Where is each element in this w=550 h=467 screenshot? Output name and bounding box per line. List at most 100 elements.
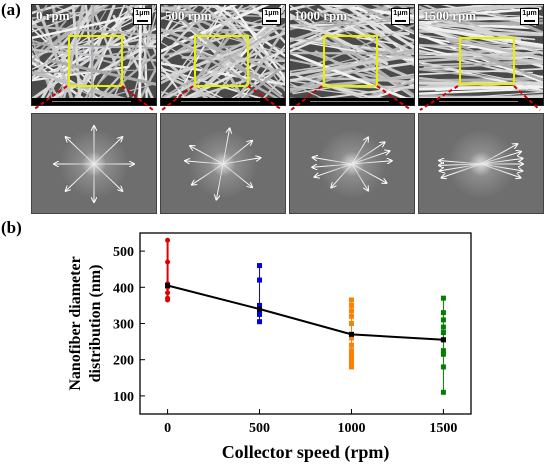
fiber (90, 5, 95, 105)
fiber (161, 27, 285, 76)
fiber (161, 72, 234, 105)
fiber (50, 45, 156, 49)
data-point (440, 330, 446, 336)
sem-info-bar (419, 98, 543, 105)
mean-point (348, 331, 354, 337)
sem-image-0rpm: 0 rpm 1μm (31, 4, 157, 106)
scale-bar: 1μm (133, 8, 152, 25)
fiber (290, 5, 317, 11)
fiber (134, 5, 156, 57)
sem-label: 1000 rpm (294, 8, 348, 23)
fiber (130, 11, 156, 105)
fiber (235, 44, 285, 105)
fiber (161, 6, 285, 31)
fiber (32, 5, 100, 81)
fiber (290, 25, 398, 45)
sem-label: 1500 rpm (423, 8, 477, 23)
sem-info-bar (161, 98, 285, 105)
data-point (440, 324, 446, 330)
fiber (82, 5, 126, 105)
fiber (91, 34, 156, 105)
fiber (419, 5, 543, 14)
mean-point (257, 306, 263, 312)
fiber (32, 18, 103, 105)
y-tick-label: 300 (113, 318, 134, 333)
fiber (470, 5, 543, 35)
scale-bar: 1μm (520, 8, 539, 25)
diameter-chart: 100 200 300 400 500 0 500 1000 1500 Collector spe… (67, 232, 472, 463)
y-tick-label: 500 (113, 245, 134, 260)
data-point (257, 277, 263, 283)
fiber (419, 16, 528, 24)
data-point (440, 364, 446, 370)
fiber (419, 34, 543, 50)
sem-label: 0 rpm (36, 8, 70, 23)
fiber (419, 5, 543, 16)
fiber (355, 5, 414, 34)
fiber (419, 53, 534, 63)
sem-image-1000rpm: 1000 rpm 1μm (289, 4, 415, 106)
fft-image-1500rpm (418, 113, 544, 214)
fft-image-0rpm (31, 113, 157, 214)
data-point (348, 302, 354, 308)
fiber (200, 5, 285, 71)
sem-info-bar (290, 98, 414, 105)
data-point (348, 364, 354, 370)
fiber (161, 31, 285, 81)
fiber (78, 24, 156, 105)
fiber (169, 14, 285, 58)
scale-bar: 1μm (391, 8, 410, 25)
sem-label: 500 rpm (165, 8, 212, 23)
fiber (32, 5, 82, 26)
mean-line (167, 284, 444, 341)
y-tick-label: 100 (113, 390, 134, 405)
data-point (348, 313, 354, 319)
fiber (419, 22, 527, 40)
fiber (419, 60, 543, 67)
sem-image-500rpm: 500 rpm 1μm (160, 4, 286, 106)
x-tick-label: 0 (164, 421, 171, 436)
fiber (314, 76, 414, 83)
fiber (290, 51, 382, 55)
x-tick-label: 500 (249, 421, 270, 436)
fiber (61, 5, 84, 105)
fiber (32, 5, 81, 63)
data-point (165, 259, 171, 265)
plot-frame (139, 232, 472, 415)
data-point (348, 348, 354, 354)
data-point (257, 319, 263, 325)
fiber (161, 64, 191, 105)
fiber (125, 5, 156, 73)
fiber (161, 5, 238, 39)
fiber (32, 5, 150, 19)
data-point (348, 335, 354, 341)
data-point (165, 290, 171, 296)
x-axis-label: Collector speed (rpm) (222, 442, 390, 463)
fiber (419, 67, 543, 76)
fiber (161, 5, 198, 20)
fiber (303, 5, 390, 60)
data-point (348, 321, 354, 326)
fiber (161, 5, 270, 53)
fiber (419, 68, 543, 85)
y-axis-label: Nanofiber diameter distribution (nm) (67, 256, 104, 390)
fiber (419, 68, 534, 74)
data-point (348, 308, 354, 314)
selection-box (459, 37, 515, 85)
fiber (161, 9, 271, 33)
fiber (290, 80, 386, 96)
fiber (382, 5, 414, 21)
fiber (345, 5, 414, 61)
fiber (419, 49, 522, 76)
fiber (161, 31, 266, 85)
fiber (290, 51, 414, 104)
fiber (440, 5, 537, 26)
selection-box (323, 35, 378, 87)
mean-point (165, 282, 171, 288)
fiber (419, 7, 542, 19)
data-point (257, 302, 263, 308)
fiber (32, 69, 156, 74)
fiber (161, 5, 210, 60)
x-tick-label: 1500 (429, 421, 457, 436)
data-point (440, 295, 446, 301)
